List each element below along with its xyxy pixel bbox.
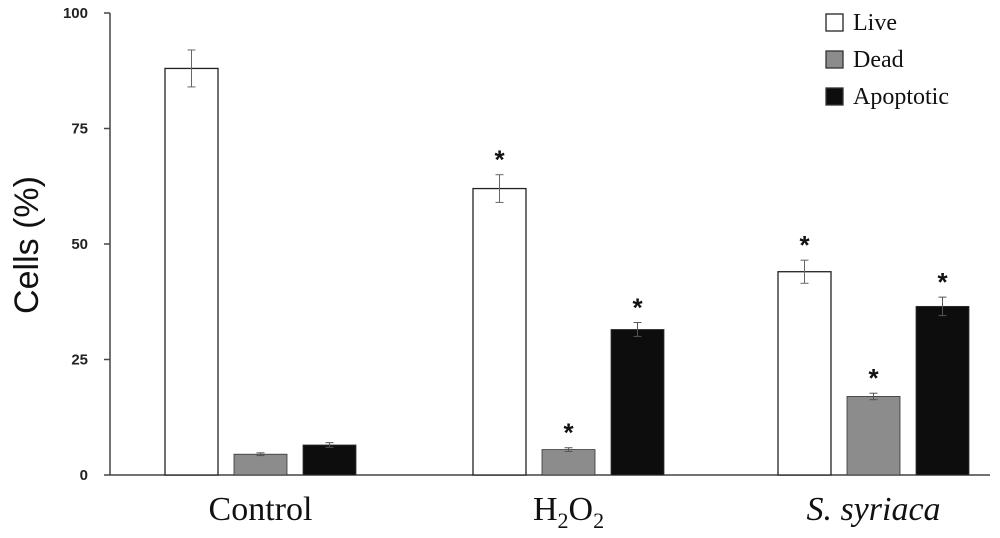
- y-tick-label: 50: [71, 236, 88, 253]
- y-tick-label: 0: [80, 467, 88, 484]
- significance-marker: *: [563, 418, 574, 448]
- legend: Live Dead Apoptotic: [825, 10, 949, 110]
- legend-label-live: Live: [853, 10, 897, 36]
- legend-label-apoptotic: Apoptotic: [853, 84, 949, 110]
- label-text: H: [533, 491, 558, 528]
- bar-dead-2: [846, 396, 901, 476]
- x-tick-labels: Control H2O2 S. syriaca: [209, 491, 941, 533]
- significance-marker: *: [868, 363, 879, 393]
- bar-live-2: [777, 271, 832, 476]
- bar-dead-0: [233, 453, 288, 476]
- bar-live-0: [164, 67, 219, 476]
- significance-marker: *: [632, 293, 643, 323]
- x-tick-label-1: H2O2: [533, 491, 604, 533]
- significance-marker: *: [494, 145, 505, 175]
- y-tick-label: 100: [63, 5, 88, 22]
- bar-apoptotic-0: [302, 444, 357, 476]
- x-tick-label-2: S. syriaca: [806, 491, 940, 528]
- bar-apoptotic-2: [915, 305, 970, 476]
- subscript: 2: [593, 508, 604, 533]
- subscript: 2: [558, 508, 569, 533]
- legend-label-dead: Dead: [853, 47, 904, 73]
- legend-swatch-dead: [825, 50, 844, 69]
- y-axis-label: Cells (%): [8, 176, 46, 314]
- legend-swatch-apoptotic: [825, 87, 844, 106]
- y-tick-label: 75: [71, 121, 88, 138]
- y-ticks: 0 25 50 75 100: [63, 5, 110, 484]
- y-tick-label: 25: [71, 352, 88, 369]
- bar-dead-1: [541, 449, 596, 476]
- label-text: Control: [209, 491, 313, 528]
- x-tick-label-0: Control: [209, 491, 313, 528]
- bars: * * * * * *: [164, 49, 970, 476]
- significance-marker: *: [937, 267, 948, 297]
- label-text: O: [569, 491, 594, 528]
- bar-apoptotic-1: [610, 329, 665, 476]
- legend-swatch-live: [825, 13, 844, 32]
- significance-marker: *: [799, 230, 810, 260]
- bar-live-1: [472, 187, 527, 476]
- label-text: S. syriaca: [806, 491, 940, 528]
